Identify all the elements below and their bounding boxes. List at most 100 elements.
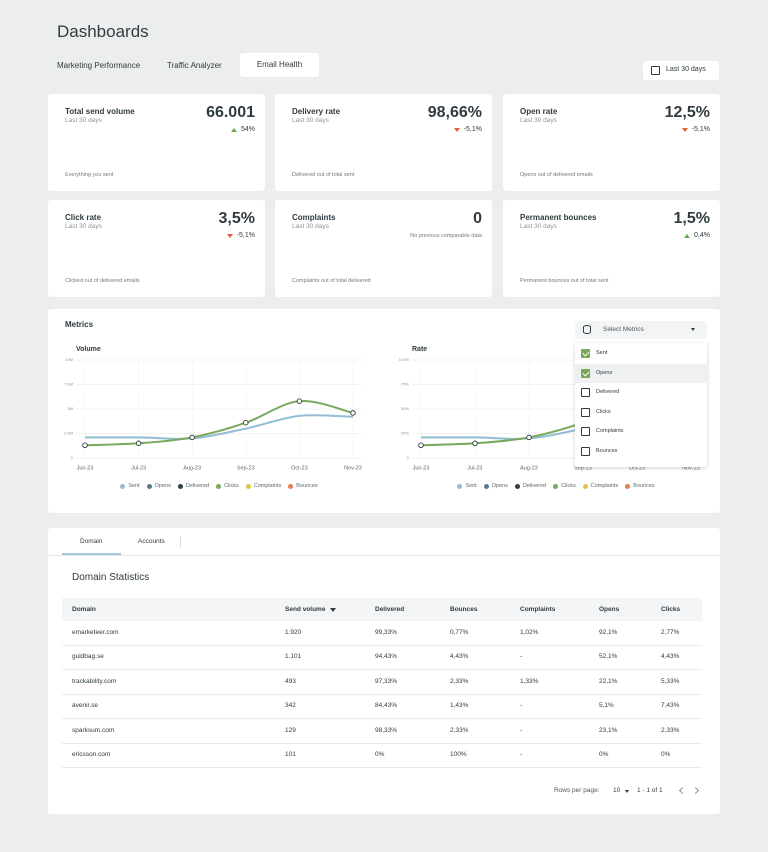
calendar-icon (651, 66, 660, 75)
legend-label: Delivered (522, 483, 547, 489)
kpi-title: Complaints (292, 213, 336, 222)
x-tick-label: Jul-23 (131, 465, 146, 471)
tab-separator (180, 536, 181, 548)
option-label[interactable]: Delivered (596, 389, 620, 396)
chart-title: Rate (412, 346, 427, 353)
series-line (84, 414, 354, 440)
option-label[interactable]: Opens (596, 369, 613, 376)
dropdown-menu: Sent Opens Delivered Clicks Complaints Bounce… (575, 343, 707, 467)
table-cell: 1,43% (450, 702, 469, 710)
dropdown-option[interactable]: Bounces (575, 442, 707, 461)
table-cell: 1,02% (520, 629, 539, 636)
table-cell: - (520, 653, 523, 661)
kpi-change: 0,4% (684, 232, 710, 239)
data-point (526, 434, 532, 441)
kpi-footer: Delivered out of total sent (292, 172, 355, 178)
column-header: Bounces (450, 606, 478, 613)
legend-item[interactable]: Clicks (216, 483, 239, 489)
series-line (84, 400, 354, 447)
data-point (296, 398, 303, 404)
table-cell: 101 (285, 751, 296, 758)
option-label[interactable]: Complaints (596, 428, 624, 435)
change-arrow (681, 127, 688, 132)
table-cell: 493 (285, 677, 296, 685)
legend-item[interactable]: Delivered (177, 483, 210, 489)
prev-page[interactable] (678, 786, 687, 795)
date-label[interactable]: Last 30 days (666, 66, 706, 73)
y-tick-label: 5M (67, 406, 73, 411)
rows-per-page-value[interactable]: 10 (613, 787, 621, 794)
checkbox[interactable] (581, 407, 590, 417)
table-tab[interactable]: Accounts (138, 538, 165, 545)
table-cell: 4,43% (450, 653, 469, 661)
legend-item[interactable]: Delivered (514, 483, 547, 489)
y-tick-label: 0 (71, 455, 74, 460)
dropdown-option[interactable]: Sent (575, 344, 707, 363)
legend-item[interactable]: Sent (120, 483, 140, 489)
row-divider (62, 645, 702, 646)
option-label[interactable]: Bounces (596, 448, 618, 454)
table-cell: 2,33% (450, 726, 469, 734)
table-title: Domain Statistics (72, 572, 150, 583)
kpi-card: Permanent bounces Last 30 days 1,5% 0,4% Per… (503, 200, 720, 297)
kpi-title: Open rate (520, 107, 558, 116)
legend-swatch (582, 483, 588, 489)
checkbox[interactable] (581, 368, 590, 378)
tab-rule (48, 555, 720, 556)
legend-item[interactable]: Bounces (625, 483, 655, 489)
table-cell: 52,1% (599, 653, 618, 661)
y-tick-label: 2,5M (64, 431, 73, 436)
tab-label[interactable]: Traffic Analyzer (167, 61, 222, 70)
table-cell: - (520, 751, 523, 758)
dropdown-option[interactable]: Opens (575, 363, 707, 383)
legend-item[interactable]: Complaints (582, 483, 618, 489)
kpi-subtitle: Last 30 days (65, 223, 102, 230)
x-tick-label: Jun-23 (77, 465, 94, 471)
dropdown-option[interactable]: Complaints (575, 422, 707, 441)
metrics-dropdown[interactable]: Select Metrics (575, 321, 707, 339)
checkbox[interactable] (581, 447, 590, 456)
checkbox[interactable] (581, 427, 590, 437)
y-tick-label: 0 (407, 455, 410, 460)
checkbox[interactable] (581, 349, 590, 358)
table-cell: 2,77% (661, 629, 680, 636)
legend-item[interactable]: Bounces (288, 483, 318, 489)
x-tick-label: Sep-23 (574, 465, 592, 471)
legend-item[interactable]: Clicks (553, 483, 576, 489)
table-cell: 99,33% (375, 629, 398, 636)
legend-item[interactable]: Opens (146, 483, 171, 489)
legend-swatch (245, 483, 251, 489)
kpi-title: Delivery rate (292, 107, 341, 116)
change-arrow (230, 127, 237, 132)
option-label[interactable]: Sent (596, 350, 608, 356)
table-cell: 1,33% (520, 677, 539, 685)
sort-arrow (330, 608, 336, 612)
dropdown-option[interactable]: Delivered (575, 383, 707, 402)
table-cell: 84,43% (375, 702, 398, 710)
table-cell: 0% (661, 751, 671, 758)
dropdown-label[interactable]: Select Metrics (603, 326, 644, 333)
date-button[interactable]: Last 30 days (643, 61, 719, 80)
change-value: 54% (240, 126, 255, 133)
tab-active[interactable]: Email Health (240, 53, 319, 77)
legend-label: Delivered (185, 483, 210, 489)
legend: Sent Opens Delivered Clicks Complaints Bounce… (76, 483, 362, 489)
data-point (418, 442, 424, 449)
next-page[interactable] (691, 786, 700, 795)
table-tab[interactable]: Domain (80, 538, 103, 545)
tab-label[interactable]: Email Health (256, 60, 303, 69)
legend-swatch (146, 483, 152, 489)
dropdown-option[interactable]: Clicks (575, 403, 707, 422)
tab-label[interactable]: Marketing Performance (57, 61, 141, 70)
legend-item[interactable]: Complaints (245, 483, 281, 489)
legend-item[interactable]: Sent (457, 483, 477, 489)
legend: Sent Opens Delivered Clicks Complaints Bounce… (412, 483, 700, 489)
option-label[interactable]: Clicks (596, 408, 611, 415)
legend-item[interactable]: Opens (483, 483, 508, 489)
column-header[interactable]: Send volume (285, 606, 326, 613)
checkbox[interactable] (581, 388, 590, 398)
table-cell: 4,43% (661, 653, 680, 661)
database-icon (583, 325, 591, 334)
kpi-change: -5,1% (453, 126, 482, 133)
table-cell: avenir.se (72, 702, 99, 710)
